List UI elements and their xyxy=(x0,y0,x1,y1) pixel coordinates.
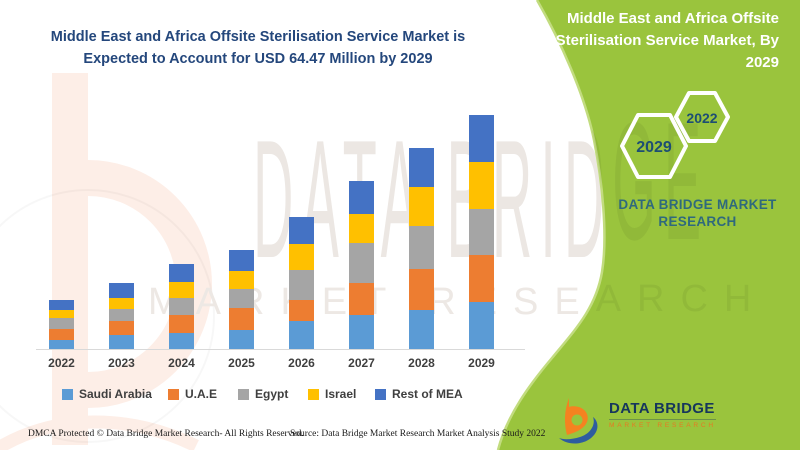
hexagon-badges: 2029 2022 xyxy=(620,91,730,179)
bar-segment-2027-rest-of-mea xyxy=(349,181,374,215)
x-axis-label-2028: 2028 xyxy=(408,356,435,370)
bar-2022 xyxy=(49,299,74,350)
legend-label: Israel xyxy=(325,387,357,401)
logo-subtitle: MARKET RESEARCH xyxy=(609,419,716,429)
x-axis-label-2026: 2026 xyxy=(288,356,315,370)
bar-segment-2026-rest-of-mea xyxy=(289,217,314,244)
legend-swatch-icon xyxy=(308,388,319,400)
bar-segment-2026-saudi-arabia xyxy=(289,321,314,350)
bar-segment-2022-saudi-arabia xyxy=(49,340,74,350)
bar-segment-2025-saudi-arabia xyxy=(229,329,254,350)
bar-segment-2022-egypt xyxy=(49,318,74,330)
brand-wordmark-line1: DATA BRIDGE MARKET xyxy=(618,197,777,212)
bar-segment-2023-egypt xyxy=(109,308,134,321)
bar-segment-2025-u-a-e xyxy=(229,308,254,330)
legend-swatch-icon xyxy=(375,388,386,400)
x-axis-line xyxy=(36,349,525,350)
green-panel-edge-highlight xyxy=(496,0,606,450)
bar-segment-2027-egypt xyxy=(349,243,374,283)
stacked-bar-chart xyxy=(49,114,494,350)
legend-item-u-a-e: U.A.E xyxy=(168,387,217,401)
bar-2029 xyxy=(469,114,494,350)
logo-name: DATA BRIDGE xyxy=(609,400,715,417)
x-axis-label-2023: 2023 xyxy=(108,356,135,370)
chart-title: Middle East and Africa Offsite Sterilisa… xyxy=(38,26,478,70)
legend-item-rest-of-mea: Rest of MEA xyxy=(375,387,463,401)
bar-segment-2028-rest-of-mea xyxy=(409,147,434,187)
bar-segment-2023-rest-of-mea xyxy=(109,283,134,299)
bar-segment-2026-israel xyxy=(289,243,314,271)
legend-label: Saudi Arabia xyxy=(79,387,152,401)
x-axis-label-2022: 2022 xyxy=(48,356,75,370)
bar-segment-2022-u-a-e xyxy=(49,329,74,341)
bar-segment-2023-u-a-e xyxy=(109,320,134,335)
bar-segment-2026-egypt xyxy=(289,270,314,301)
bar-2024 xyxy=(169,264,194,350)
bar-2026 xyxy=(289,217,314,350)
bar-segment-2022-israel xyxy=(49,309,74,319)
bar-segment-2024-saudi-arabia xyxy=(169,332,194,350)
bar-segment-2028-saudi-arabia xyxy=(409,310,434,350)
bar-2028 xyxy=(409,147,434,350)
bar-segment-2028-egypt xyxy=(409,225,434,270)
bar-2027 xyxy=(349,181,374,350)
bar-segment-2024-egypt xyxy=(169,297,194,315)
hexagon-2022 xyxy=(674,91,730,143)
data-bridge-logo: DATA BRIDGE MARKET RESEARCH xyxy=(556,396,716,444)
legend-swatch-icon xyxy=(238,388,249,400)
x-axis-label-2025: 2025 xyxy=(228,356,255,370)
bar-segment-2029-rest-of-mea xyxy=(469,114,494,162)
bar-segment-2024-israel xyxy=(169,282,194,298)
bar-segment-2029-saudi-arabia xyxy=(469,301,494,350)
chart-title-line1: Middle East and Africa Offsite Sterilisa… xyxy=(50,29,466,45)
x-axis-label-2024: 2024 xyxy=(168,356,195,370)
hexagon-2029 xyxy=(620,113,688,179)
legend-item-egypt: Egypt xyxy=(238,387,288,401)
x-axis-label-2029: 2029 xyxy=(468,356,495,370)
legend-label: Rest of MEA xyxy=(392,387,463,401)
legend-swatch-icon xyxy=(168,388,179,400)
bar-segment-2022-rest-of-mea xyxy=(49,299,74,310)
legend-label: U.A.E xyxy=(185,387,218,401)
source-note: Source: Data Bridge Market Research Mark… xyxy=(290,429,546,439)
bar-segment-2028-u-a-e xyxy=(409,269,434,311)
bar-segment-2026-u-a-e xyxy=(289,300,314,322)
x-axis-label-2027: 2027 xyxy=(348,356,375,370)
bar-segment-2029-u-a-e xyxy=(469,254,494,302)
bar-segment-2028-israel xyxy=(409,186,434,226)
bar-segment-2025-israel xyxy=(229,270,254,290)
bar-segment-2027-saudi-arabia xyxy=(349,315,374,350)
hexagon-2029-label: 2029 xyxy=(636,139,672,156)
bar-segment-2029-egypt xyxy=(469,208,494,255)
bar-segment-2025-rest-of-mea xyxy=(229,249,254,271)
hexagon-2022-label: 2022 xyxy=(686,110,717,126)
bar-segment-2023-saudi-arabia xyxy=(109,334,134,350)
dmca-notice: DMCA Protected © Data Bridge Market Rese… xyxy=(28,429,304,439)
bar-segment-2024-u-a-e xyxy=(169,314,194,333)
bar-segment-2029-israel xyxy=(469,161,494,209)
right-panel-title: Middle East and Africa Offsite Sterilisa… xyxy=(555,10,779,71)
legend-item-israel: Israel xyxy=(308,387,356,401)
bar-segment-2027-israel xyxy=(349,214,374,244)
legend-label: Egypt xyxy=(255,387,289,401)
bar-segment-2024-rest-of-mea xyxy=(169,264,194,283)
brand-wordmark: DATA BRIDGE MARKET RESEARCH xyxy=(595,196,800,230)
chart-title-line2: Expected to Account for USD 64.47 Millio… xyxy=(83,51,433,67)
bar-segment-2027-u-a-e xyxy=(349,282,374,316)
legend-item-saudi-arabia: Saudi Arabia xyxy=(62,387,152,401)
bar-segment-2023-israel xyxy=(109,298,134,309)
watermark-market-research-on-green: MARKET RESEARCH xyxy=(148,278,767,320)
bar-segment-2025-egypt xyxy=(229,289,254,309)
legend-swatch-icon xyxy=(62,388,73,400)
bar-2025 xyxy=(229,249,254,350)
brand-wordmark-line2: RESEARCH xyxy=(658,214,737,229)
bar-2023 xyxy=(109,283,134,350)
data-bridge-logo-icon xyxy=(559,398,598,444)
